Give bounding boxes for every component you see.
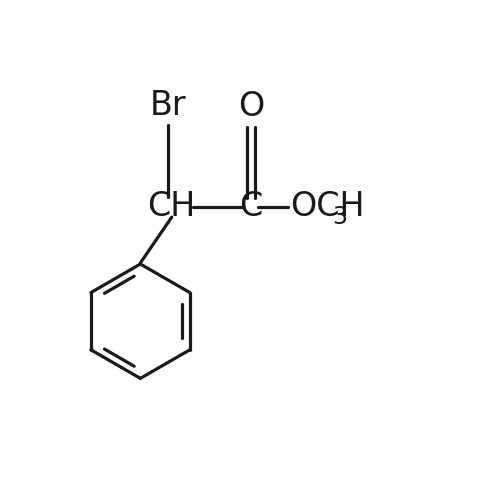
Text: Br: Br bbox=[150, 89, 186, 122]
Text: CH: CH bbox=[148, 190, 196, 223]
Text: O: O bbox=[238, 90, 264, 123]
Text: OCH: OCH bbox=[290, 190, 364, 223]
Text: C: C bbox=[240, 190, 262, 223]
Text: 3: 3 bbox=[332, 205, 347, 229]
